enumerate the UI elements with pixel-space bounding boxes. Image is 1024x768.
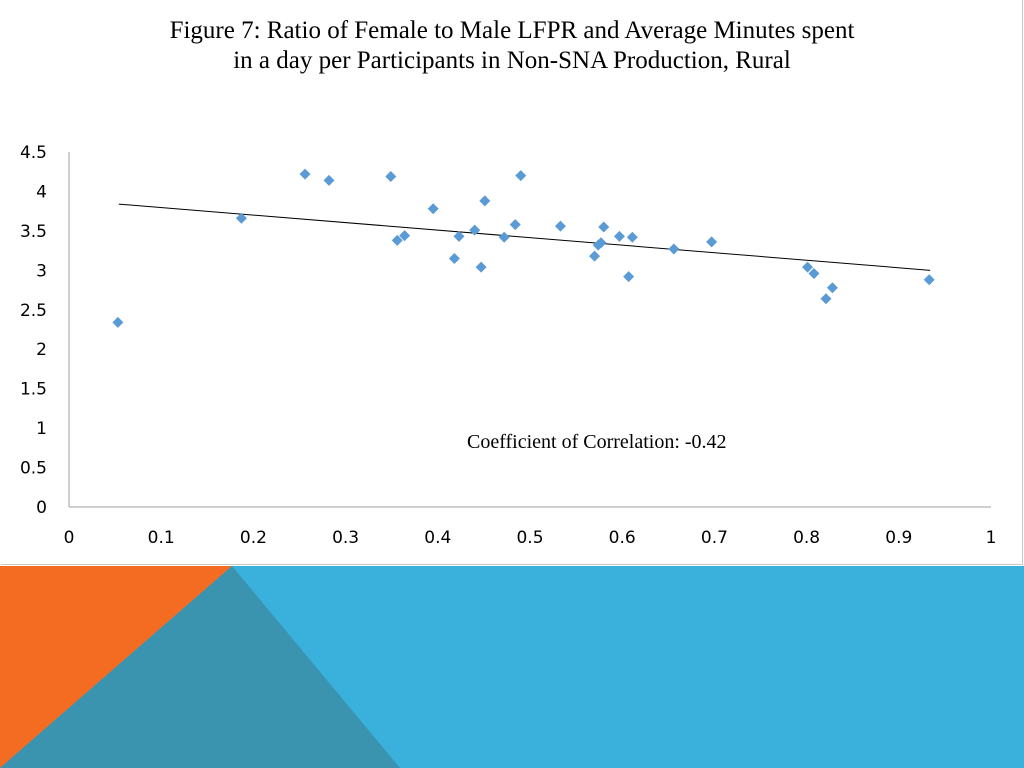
chart-title-line-1: Figure 7: Ratio of Female to Male LFPR a…: [169, 17, 855, 44]
data-point: [475, 261, 487, 273]
data-point: [802, 261, 814, 273]
data-point: [448, 253, 460, 264]
data-point: [595, 237, 607, 249]
y-tick-label: 4.5: [20, 143, 47, 163]
data-point: [498, 231, 510, 243]
scatter-plot: 0 0.5 1 1.5 2 2.5 3 3.5 4 4.5 0 0.1 0.2 0.3 0.4 0.5 0.6 0…: [20, 143, 996, 548]
chart-title: Figure 7: Ratio of Female to Male LFPR a…: [1, 16, 1023, 76]
data-point: [469, 224, 481, 236]
y-tick-label: 1: [36, 419, 47, 439]
tick-labels: 0 0.5 1 1.5 2 2.5 3 3.5 4 4.5 0 0.1 0.2 0.3 0.4 0.5 0.6 0…: [20, 143, 996, 548]
y-tick-label: 1.5: [20, 380, 47, 400]
data-point: [706, 236, 718, 248]
chart-figure: Figure 7: Ratio of Female to Male LFPR a…: [1, 0, 1023, 565]
data-point: [427, 203, 439, 215]
data-point: [509, 219, 521, 231]
data-point: [479, 195, 491, 207]
x-tick-label: 0: [64, 528, 75, 548]
y-tick-label: 2.5: [20, 301, 47, 321]
data-point: [613, 230, 625, 242]
data-point: [589, 250, 601, 262]
chart-title-line-2: in a day per Participants in Non-SNA Pro…: [233, 47, 791, 74]
data-point: [826, 282, 838, 294]
y-tick-label: 0.5: [20, 459, 47, 479]
x-tick-label: 0.5: [516, 528, 543, 548]
x-tick-label: 0.8: [793, 528, 820, 548]
y-tick-label: 2: [36, 340, 47, 360]
x-tick-label: 0.6: [609, 528, 636, 548]
y-tick-label: 4: [36, 182, 47, 202]
data-point: [515, 170, 527, 182]
y-tick-label: 3.5: [20, 222, 47, 242]
data-point: [554, 220, 566, 232]
x-tick-label: 1: [986, 528, 997, 548]
data-point: [399, 230, 411, 242]
correlation-annotation: Coefficient of Correlation: -0.42: [467, 431, 727, 453]
y-tick-label: 3: [36, 261, 47, 281]
data-point: [391, 234, 403, 246]
data-point: [668, 243, 680, 255]
x-tick-label: 0.9: [885, 528, 912, 548]
data-point: [453, 230, 465, 242]
data-point: [623, 271, 635, 283]
x-tick-label: 0.4: [424, 528, 451, 548]
data-point: [323, 174, 335, 186]
data-point: [626, 231, 638, 243]
x-tick-label: 0.1: [148, 528, 175, 548]
data-point: [235, 212, 247, 224]
trendline: [118, 203, 931, 271]
data-point: [923, 274, 935, 286]
data-point: [808, 267, 820, 279]
x-tick-label: 0.7: [701, 528, 728, 548]
x-tick-label: 0.2: [240, 528, 267, 548]
data-point: [299, 168, 311, 180]
data-point: [385, 170, 397, 182]
decor-teal-triangle: [0, 566, 400, 768]
axes: [68, 152, 991, 508]
y-tick-label: 0: [36, 498, 47, 518]
slide-decoration: [0, 566, 1024, 768]
data-point: [112, 316, 124, 328]
trendline-layer: [118, 203, 931, 271]
x-tick-label: 0.3: [332, 528, 359, 548]
data-point: [598, 221, 610, 233]
data-points: [112, 168, 935, 328]
data-point: [820, 293, 832, 305]
